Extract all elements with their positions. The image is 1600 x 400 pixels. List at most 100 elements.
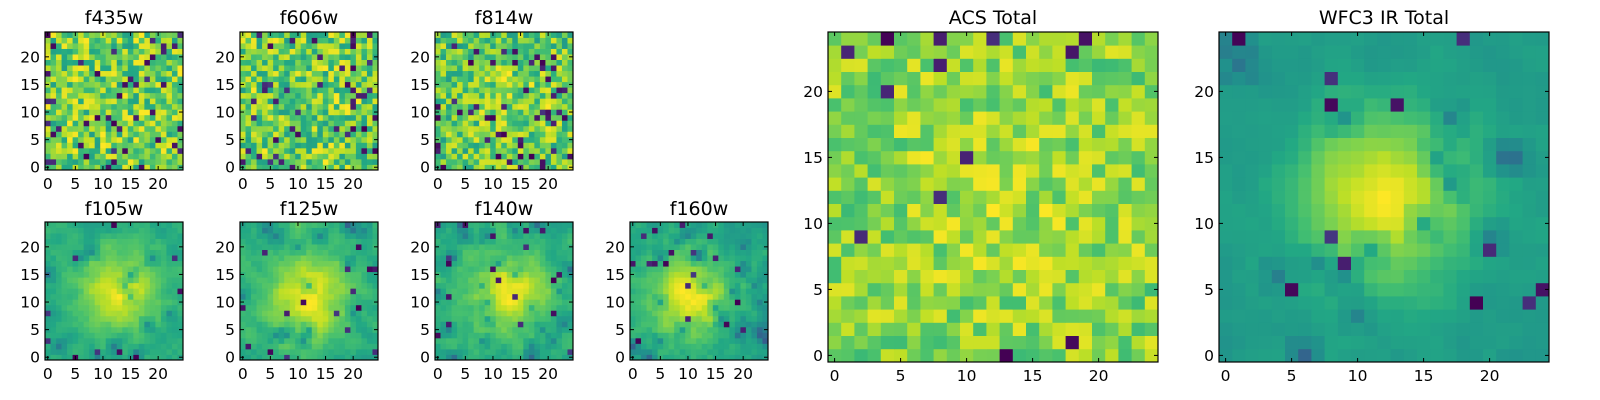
heatmap-cell [311,70,318,77]
heatmap-cell [105,48,112,55]
heatmap-cell [160,299,167,306]
heatmap-cell [561,299,568,306]
heatmap-cell [116,131,123,138]
heatmap-cell [83,164,90,171]
heatmap-cell [300,32,307,38]
heatmap-cell [144,120,151,127]
heatmap-cell [278,282,285,289]
heatmap-cell [138,222,145,228]
heatmap-cell [523,54,530,60]
heatmap-cell [122,131,129,138]
heatmap-cell [78,238,85,245]
x-tick-label: 10 [483,175,503,193]
heatmap-cell [105,65,112,72]
heatmap-cell [973,348,987,363]
heatmap-cell [679,315,686,322]
y-tick-label: 15 [410,76,430,94]
heatmap-cell [451,125,458,132]
heatmap-cell [361,37,368,44]
heatmap-cell [986,230,1000,244]
heatmap-cell [690,255,697,262]
heatmap-cell [668,233,675,239]
heatmap-cell [479,282,486,289]
heatmap-cell [635,326,642,333]
heatmap-cell [155,227,162,234]
heatmap-cell [468,92,475,99]
heatmap-cell [311,310,318,317]
heatmap-cell [317,32,324,38]
heatmap-cell [523,92,530,99]
heatmap-cell [495,125,502,132]
heatmap-cell [556,131,563,138]
heatmap-cell [67,343,73,350]
y-tick-label: 5 [30,321,40,339]
heatmap-cell [1118,296,1132,310]
heatmap-cell [641,299,647,306]
heatmap-cell [745,326,752,333]
heatmap-cell [490,48,497,55]
heatmap-cell [517,153,524,160]
heatmap-cell [679,260,686,267]
heatmap-cell [946,335,961,350]
heatmap-cell [630,282,636,289]
heatmap-cell [545,326,552,333]
heatmap-cell [83,354,90,361]
heatmap-cell [372,315,379,322]
heatmap-cell [828,203,842,218]
heatmap-cell [78,266,85,273]
heatmap-cell [56,266,62,273]
heatmap-cell [462,153,469,160]
heatmap-cell [361,120,368,127]
heatmap-cell [854,177,868,191]
heatmap-cell [355,131,362,138]
heatmap-cell [251,98,257,105]
heatmap-cell [105,282,112,289]
heatmap-cell [317,81,324,88]
heatmap-cell [701,277,708,284]
heatmap-cell [350,304,357,311]
heatmap-cell [344,271,351,278]
heatmap-cell [177,337,184,344]
heatmap-cell [245,260,252,267]
heatmap-cell [517,131,524,138]
heatmap-cell [50,255,57,262]
heatmap-cell [446,142,452,149]
heatmap-cell [490,114,497,121]
heatmap-cell [311,43,318,49]
heatmap-cell [657,332,664,339]
heatmap-cell [366,348,373,355]
heatmap-cell [273,233,280,239]
heatmap-cell [506,142,513,149]
heatmap-cell [506,131,513,138]
heatmap-cell [561,326,568,333]
heatmap-cell [707,310,714,317]
heatmap-cell [550,233,557,239]
heatmap-cell [701,315,708,322]
heatmap-cell [116,260,123,267]
heatmap-cell [960,269,974,284]
heatmap-cell [517,37,524,44]
heatmap-cell [517,103,524,110]
heatmap-cell [674,304,681,311]
heatmap-cell [278,288,285,295]
heatmap-cell [111,54,118,60]
heatmap-cell [534,70,541,77]
heatmap-cell [166,103,173,110]
heatmap-cell [350,310,357,317]
heatmap-cell [56,255,62,262]
heatmap-cell [751,282,758,289]
heatmap-cell [78,277,85,284]
heatmap-cell [116,227,123,234]
heatmap-cell [440,266,447,273]
heatmap-cell [300,332,307,339]
heatmap-cell [635,260,642,267]
heatmap-cell [712,315,719,322]
heatmap-cell [490,332,497,339]
heatmap-cell [462,315,469,322]
heatmap-cell [72,37,79,44]
heatmap-cell [652,299,658,306]
heatmap-cell [539,321,546,328]
heatmap-cell [50,288,57,295]
heatmap-cell [256,260,263,267]
